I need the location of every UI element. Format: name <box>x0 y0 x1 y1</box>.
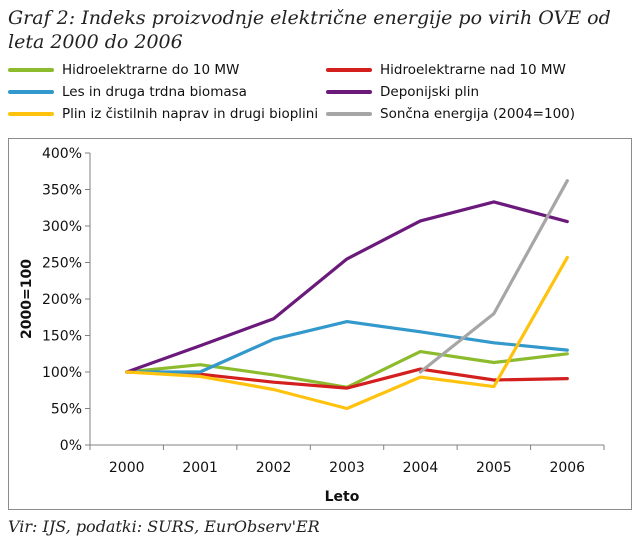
legend-label: Plin iz čistilnih naprav in drugi biopli… <box>62 106 319 122</box>
legend-item: Sončna energija (2004=100) <box>326 104 575 124</box>
series-line-1 <box>125 367 569 390</box>
source-note: Vir: IJS, podatki: SURS, EurObserv'ER <box>8 517 320 536</box>
series-line-2 <box>125 320 569 374</box>
y-tick-label: 250% <box>42 256 82 272</box>
series-lines <box>125 179 569 411</box>
line-chart: 0%50%100%150%200%250%300%350%400% 2000 20… <box>19 146 605 505</box>
legend-label: Hidroelektrarne nad 10 MW <box>380 62 566 78</box>
series-line-0 <box>125 350 569 389</box>
series-line-4 <box>125 255 569 411</box>
legend-item: Plin iz čistilnih naprav in drugi biopli… <box>8 104 318 124</box>
x-tick-label: 2005 <box>476 460 512 476</box>
legend-label: Les in druga trdna biomasa <box>62 84 247 100</box>
legend-item: Les in druga trdna biomasa <box>8 82 247 102</box>
y-tick-label: 150% <box>42 329 82 345</box>
series-line-3 <box>125 200 569 374</box>
legend-label: Hidroelektrarne do 10 MW <box>62 62 240 78</box>
axes <box>85 152 605 450</box>
y-tick-label: 350% <box>42 183 82 199</box>
legend-swatch <box>326 90 372 94</box>
legend-swatch <box>326 112 372 116</box>
x-tick-label: 2002 <box>256 460 292 476</box>
legend-swatch <box>8 68 54 72</box>
legend-label: Deponijski plin <box>380 84 480 100</box>
x-tick-label: 2004 <box>403 460 439 476</box>
x-axis-label: Leto <box>325 489 360 505</box>
x-tick-label: 2006 <box>549 460 585 476</box>
y-tick-label: 100% <box>42 365 82 381</box>
chart-title: Graf 2: Indeks proizvodnje električne en… <box>8 7 611 53</box>
x-tick-labels: 2000 2001 2002 2003 2004 2005 2006 <box>109 460 585 476</box>
legend-item: Deponijski plin <box>326 82 479 102</box>
y-tick-label: 50% <box>51 402 82 418</box>
legend-swatch <box>8 112 54 116</box>
legend-item: Hidroelektrarne nad 10 MW <box>326 60 566 80</box>
legend-label: Sončna energija (2004=100) <box>380 106 576 122</box>
y-tick-labels: 0% 50% 100% 150% 200% 250% 300% 350% 400% <box>42 146 82 454</box>
legend-item: Hidroelektrarne do 10 MW <box>8 60 239 80</box>
x-tick-label: 2001 <box>182 460 218 476</box>
legend-swatch <box>326 68 372 72</box>
chart-area: 0% 50% 100% 150% 200% 250% 300% 350% 400% 2000 20… <box>8 138 632 510</box>
series-line-5 <box>418 179 569 374</box>
y-tick-label: 400% <box>42 146 82 162</box>
x-tick-label: 2003 <box>329 460 365 476</box>
x-tick-label: 2000 <box>109 460 145 476</box>
y-tick-label: 0% <box>60 438 82 454</box>
y-tick-label: 200% <box>42 292 82 308</box>
y-axis-label: 2000=100 <box>19 259 35 339</box>
legend-swatch <box>8 90 54 94</box>
y-tick-label: 300% <box>42 219 82 235</box>
